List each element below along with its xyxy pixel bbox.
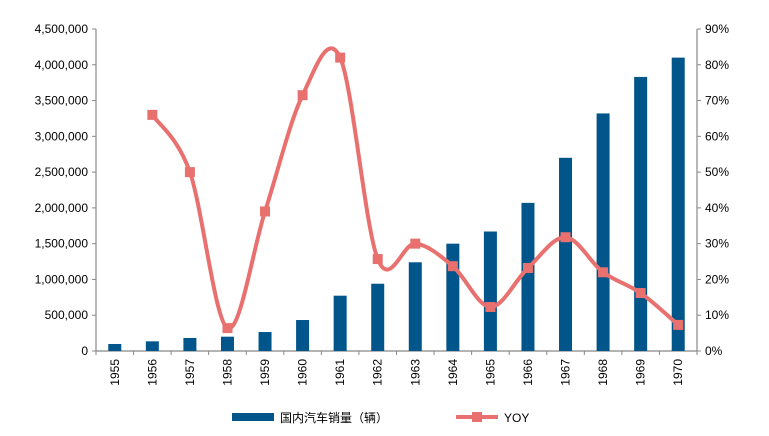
left-tick-label: 4,000,000 bbox=[35, 58, 89, 72]
bar-1960 bbox=[296, 320, 310, 351]
left-tick-label: 3,500,000 bbox=[35, 94, 89, 108]
right-tick-label: 90% bbox=[705, 22, 729, 36]
yoy-marker-1968 bbox=[598, 267, 609, 278]
right-tick-label: 60% bbox=[705, 129, 729, 143]
right-tick-label: 50% bbox=[705, 165, 729, 179]
bar-1966 bbox=[521, 202, 535, 351]
x-tick-label: 1969 bbox=[634, 359, 648, 386]
right-tick-label: 0% bbox=[705, 344, 723, 358]
bar-1965 bbox=[483, 231, 497, 351]
yoy-marker-1960 bbox=[297, 90, 308, 101]
bar-1959 bbox=[258, 332, 272, 351]
yoy-marker-1969 bbox=[635, 288, 646, 299]
bar-1963 bbox=[408, 262, 422, 351]
x-tick-label: 1965 bbox=[483, 359, 497, 386]
yoy-marker-1966 bbox=[522, 262, 533, 273]
bar-1958 bbox=[220, 336, 234, 351]
left-tick-label: 4,500,000 bbox=[35, 22, 89, 36]
yoy-marker-1958 bbox=[222, 323, 233, 334]
bar-1957 bbox=[183, 337, 197, 351]
left-tick-label: 2,500,000 bbox=[35, 165, 89, 179]
x-tick-label: 1956 bbox=[145, 359, 159, 386]
legend-line-marker bbox=[472, 412, 482, 422]
x-tick-label: 1955 bbox=[108, 359, 122, 386]
x-tick-label: 1964 bbox=[446, 359, 460, 386]
yoy-marker-1962 bbox=[372, 254, 383, 265]
left-tick-label: 3,000,000 bbox=[35, 129, 89, 143]
yoy-marker-1957 bbox=[184, 167, 195, 178]
bar-1961 bbox=[333, 295, 347, 351]
yoy-marker-1967 bbox=[560, 232, 571, 243]
yoy-marker-1956 bbox=[147, 109, 158, 120]
yoy-marker-1964 bbox=[447, 261, 458, 272]
x-tick-label: 1966 bbox=[521, 359, 535, 386]
x-tick-label: 1970 bbox=[671, 359, 685, 386]
bar-1968 bbox=[596, 113, 610, 352]
yoy-marker-1963 bbox=[410, 238, 421, 249]
bar-1962 bbox=[371, 283, 385, 351]
right-tick-label: 20% bbox=[705, 272, 729, 286]
left-tick-label: 2,000,000 bbox=[35, 201, 89, 215]
x-tick-label: 1960 bbox=[296, 359, 310, 386]
x-tick-label: 1967 bbox=[559, 359, 573, 386]
x-tick-label: 1959 bbox=[258, 359, 272, 386]
left-tick-label: 1,500,000 bbox=[35, 237, 89, 251]
right-tick-label: 40% bbox=[705, 201, 729, 215]
bar-1955 bbox=[108, 343, 122, 351]
bar-1970 bbox=[671, 57, 685, 351]
left-tick-label: 500,000 bbox=[45, 308, 89, 322]
bar-1967 bbox=[559, 157, 573, 351]
right-tick-label: 10% bbox=[705, 308, 729, 322]
yoy-marker-1970 bbox=[673, 319, 684, 330]
bar-1956 bbox=[145, 341, 159, 351]
x-tick-label: 1957 bbox=[183, 359, 197, 386]
right-tick-label: 80% bbox=[705, 58, 729, 72]
yoy-marker-1959 bbox=[260, 206, 271, 217]
legend-bar-swatch bbox=[232, 413, 274, 421]
yoy-marker-1961 bbox=[335, 52, 346, 63]
x-tick-label: 1962 bbox=[371, 359, 385, 386]
bar-1969 bbox=[634, 76, 648, 351]
left-tick-label: 0 bbox=[81, 344, 88, 358]
yoy-marker-1965 bbox=[485, 301, 496, 312]
x-tick-label: 1968 bbox=[596, 359, 610, 386]
bar-1964 bbox=[446, 243, 460, 351]
x-tick-label: 1958 bbox=[220, 359, 234, 386]
left-tick-label: 1,000,000 bbox=[35, 272, 89, 286]
x-tick-label: 1963 bbox=[408, 359, 422, 386]
right-tick-label: 70% bbox=[705, 94, 729, 108]
legend-line-label: YOY bbox=[504, 411, 529, 425]
right-tick-label: 30% bbox=[705, 237, 729, 251]
legend-bar-label: 国内汽车销量（辆） bbox=[280, 410, 388, 425]
x-tick-label: 1961 bbox=[333, 359, 347, 386]
legend: 国内汽车销量（辆） YOY bbox=[232, 410, 529, 425]
